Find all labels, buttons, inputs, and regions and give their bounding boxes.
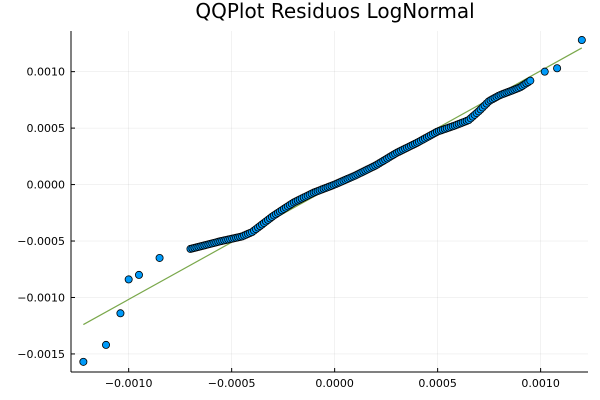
data-point [553, 64, 562, 73]
data-point [116, 309, 125, 318]
y-tick-label: 0.0010 [27, 66, 66, 79]
x-tick-label: 0.0000 [315, 377, 354, 390]
data-point [526, 76, 535, 85]
data-point [155, 253, 164, 262]
y-tick-label: −0.0010 [17, 291, 65, 304]
data-point [102, 340, 111, 349]
data-point [79, 357, 88, 366]
y-tick-label: 0.0005 [27, 122, 66, 135]
x-tick-label: 0.0005 [418, 377, 457, 390]
chart-title: QQPlot Residuos LogNormal [195, 0, 474, 23]
y-ticks: −0.0015 −0.0010 −0.0005 0.0000 0.0005 0.0010 [17, 66, 75, 361]
data-points [79, 36, 586, 366]
x-tick-label: 0.0010 [521, 377, 560, 390]
y-tick-label: −0.0005 [17, 235, 65, 248]
data-point [124, 275, 133, 284]
y-tick-label: −0.0015 [17, 348, 65, 361]
axes [70, 31, 588, 373]
x-tick-label: −0.0005 [208, 377, 256, 390]
data-point [540, 67, 549, 76]
data-point [134, 270, 143, 279]
grid [71, 31, 588, 372]
y-tick-label: 0.0000 [27, 179, 66, 192]
x-ticks: −0.0010 −0.0005 0.0000 0.0005 0.0010 [105, 368, 560, 390]
x-tick-label: −0.0010 [105, 377, 153, 390]
data-point [577, 36, 586, 45]
